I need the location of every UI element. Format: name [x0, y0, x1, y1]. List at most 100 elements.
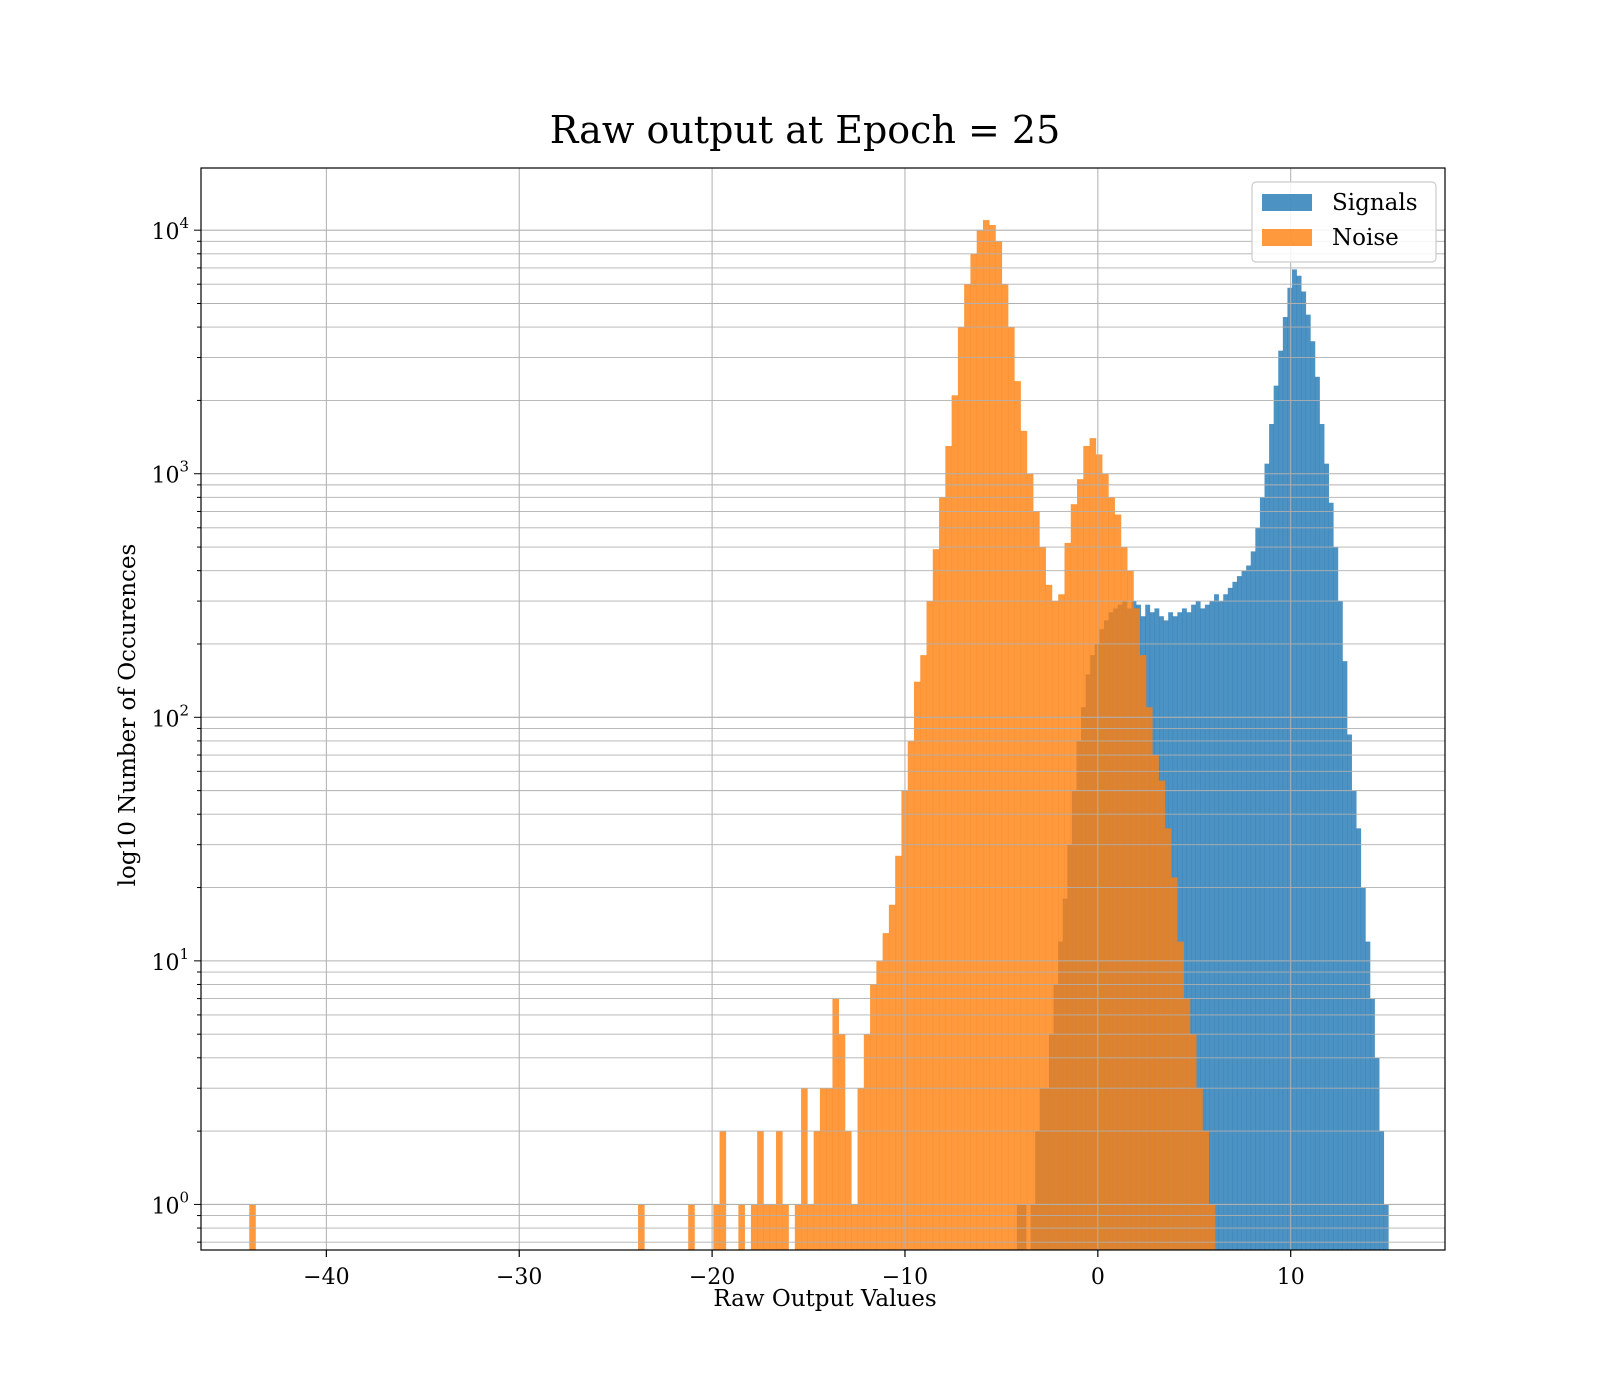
bar-noise: [957, 327, 965, 1251]
bar-noise: [807, 1204, 814, 1250]
bar-noise: [782, 1204, 789, 1250]
bar-noise: [970, 253, 977, 1250]
bar-signals: [1365, 941, 1371, 1250]
bar-noise: [951, 395, 959, 1250]
bar-signals: [1337, 601, 1343, 1250]
y-tick-label: 104: [151, 214, 189, 245]
bar-noise: [638, 1204, 645, 1250]
bar-noise: [1120, 547, 1128, 1250]
bar-noise: [851, 1204, 858, 1250]
bar-noise: [939, 497, 946, 1251]
bar-noise: [1001, 284, 1009, 1251]
y-tick-base: 10: [151, 707, 179, 732]
bar-noise: [763, 1204, 771, 1250]
y-tick-base: 10: [151, 220, 179, 245]
bar-noise: [1183, 998, 1191, 1250]
bar-signals: [1319, 424, 1325, 1250]
bar-noise: [1026, 473, 1034, 1250]
bar-noise: [1146, 707, 1153, 1250]
legend-label-noise: Noise: [1332, 225, 1399, 251]
legend: Signals Noise: [1251, 181, 1437, 263]
bar-noise: [1083, 445, 1090, 1250]
bar-noise: [1114, 514, 1122, 1250]
bars-layer: [249, 220, 1389, 1251]
bar-noise: [1033, 511, 1040, 1251]
bar-noise: [757, 1131, 764, 1250]
bar-signals: [1333, 547, 1339, 1250]
bar-noise: [249, 1204, 256, 1250]
bar-signals: [1236, 576, 1242, 1250]
bar-noise: [713, 1204, 720, 1250]
bar-signals: [1301, 291, 1307, 1250]
bar-noise: [1139, 655, 1147, 1250]
bar-noise: [1089, 438, 1097, 1250]
bar-noise: [1095, 454, 1103, 1250]
bar-signals: [1351, 790, 1357, 1250]
bar-noise: [863, 1034, 871, 1250]
bar-signals: [1218, 601, 1224, 1250]
bar-signals: [1347, 734, 1352, 1250]
bar-noise: [844, 1131, 852, 1250]
x-tick-label: −40: [303, 1265, 349, 1290]
y-tick-label: 103: [151, 458, 189, 489]
bar-signals: [1259, 497, 1265, 1251]
bar-signals: [1383, 1204, 1389, 1250]
bar-noise: [1133, 608, 1141, 1250]
bar-noise: [982, 220, 990, 1251]
grid-layer: [201, 168, 1445, 1250]
bar-noise: [1102, 473, 1109, 1250]
y-axis-label: log10 Number of Occurences: [115, 544, 141, 887]
bar-noise: [769, 1204, 777, 1250]
bar-noise: [1070, 504, 1078, 1250]
x-tick-label: 0: [1091, 1265, 1105, 1290]
bar-noise: [1008, 327, 1015, 1251]
series-noise: [249, 220, 1216, 1251]
bar-noise: [832, 998, 840, 1250]
bar-signals: [1227, 587, 1233, 1250]
bar-noise: [750, 1204, 758, 1250]
bar-noise: [1164, 828, 1172, 1250]
bar-signals: [1246, 565, 1252, 1250]
y-tick-label: 102: [151, 701, 189, 732]
bar-signals: [1264, 463, 1270, 1250]
bar-noise: [995, 241, 1003, 1250]
bar-noise: [1127, 570, 1134, 1250]
bar-noise: [1108, 497, 1115, 1251]
y-tick-exponent: 4: [179, 214, 189, 232]
bar-signals: [1214, 594, 1219, 1250]
bar-noise: [801, 1088, 808, 1250]
bar-signals: [1186, 612, 1192, 1250]
bar-signals: [1292, 269, 1297, 1250]
bar-noise: [688, 1204, 695, 1250]
y-tick-exponent: 3: [179, 458, 189, 476]
bar-signals: [1195, 601, 1201, 1250]
legend-swatch-noise: [1262, 229, 1312, 246]
legend-label-signals: Signals: [1332, 190, 1418, 216]
bar-noise: [1058, 594, 1065, 1250]
bar-noise: [913, 681, 921, 1250]
bar-signals: [1255, 527, 1261, 1250]
bar-noise: [888, 904, 896, 1250]
bar-noise: [876, 960, 883, 1250]
bar-signals: [1356, 828, 1362, 1250]
y-tick-exponent: 2: [179, 701, 189, 719]
bar-signals: [1191, 604, 1197, 1250]
bar-signals: [1177, 612, 1183, 1250]
bar-noise: [719, 1131, 727, 1250]
bar-noise: [932, 549, 940, 1250]
bar-noise: [738, 1204, 745, 1250]
x-tick-label: −30: [496, 1265, 542, 1290]
bar-noise: [1196, 1088, 1203, 1250]
bar-signals: [1232, 581, 1238, 1250]
y-tick-base: 10: [151, 1194, 179, 1219]
bar-noise: [1039, 547, 1046, 1250]
bar-signals: [1360, 887, 1366, 1250]
y-tick-exponent: 1: [179, 945, 189, 963]
bar-noise: [819, 1088, 827, 1250]
bar-signals: [1181, 608, 1187, 1250]
bar-signals: [1305, 314, 1311, 1250]
bar-noise: [1177, 941, 1184, 1250]
bar-noise: [976, 230, 984, 1250]
bar-signals: [1314, 376, 1320, 1250]
